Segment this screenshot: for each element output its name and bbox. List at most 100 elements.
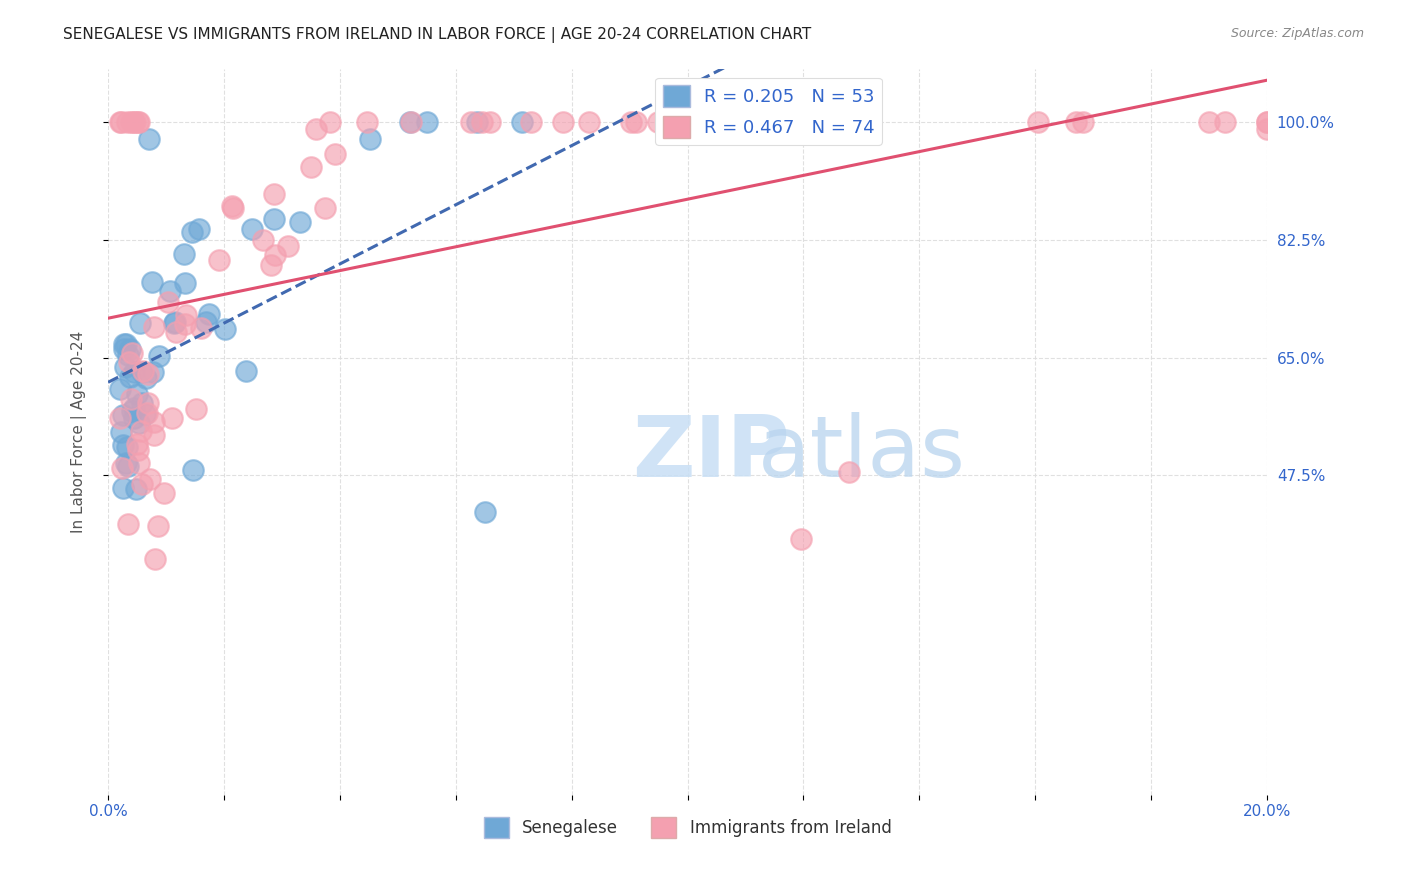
Point (838, 465, 860, 479)
Point (131, 396, 153, 410)
Point (117, 458, 139, 473)
Point (792, 115, 814, 129)
Point (184, 402, 207, 417)
Point (252, 234, 274, 248)
Point (121, 404, 143, 418)
Point (131, 365, 153, 379)
Point (551, 115, 574, 129)
Text: SENEGALESE VS IMMIGRANTS FROM IRELAND IN LABOR FORCE | AGE 20-24 CORRELATION CHA: SENEGALESE VS IMMIGRANTS FROM IRELAND IN… (63, 27, 811, 43)
Point (264, 248, 287, 262)
Point (129, 424, 152, 438)
Point (139, 472, 162, 486)
Point (318, 115, 340, 129)
Point (208, 253, 231, 268)
Point (221, 199, 243, 213)
Point (163, 316, 186, 330)
Point (399, 115, 422, 129)
Point (765, 115, 787, 129)
Point (131, 364, 153, 378)
Point (148, 349, 170, 363)
Point (465, 115, 488, 129)
Text: ZIP: ZIP (631, 412, 790, 495)
Point (138, 132, 160, 146)
Point (112, 481, 135, 495)
Point (110, 115, 132, 129)
Point (198, 307, 221, 321)
Point (359, 132, 381, 146)
Point (143, 552, 166, 566)
Point (136, 367, 159, 381)
Point (235, 364, 257, 378)
Point (128, 317, 150, 331)
Point (122, 401, 145, 416)
Point (1256, 122, 1278, 136)
Point (112, 336, 135, 351)
Point (112, 437, 135, 451)
Point (620, 115, 643, 129)
Y-axis label: In Labor Force | Age 20-24: In Labor Force | Age 20-24 (72, 331, 87, 533)
Point (174, 276, 197, 290)
Point (290, 215, 312, 229)
Point (260, 258, 283, 272)
Point (125, 436, 148, 450)
Point (655, 115, 678, 129)
Point (110, 115, 132, 129)
Point (122, 365, 145, 379)
Point (108, 410, 131, 425)
Point (121, 346, 143, 360)
Point (1071, 115, 1094, 129)
Text: Source: ZipAtlas.com: Source: ZipAtlas.com (1230, 27, 1364, 40)
Point (125, 482, 148, 496)
Point (174, 317, 197, 331)
Point (479, 115, 502, 129)
Point (128, 456, 150, 470)
Point (647, 115, 669, 129)
Point (510, 115, 533, 129)
Point (142, 416, 165, 430)
Point (624, 115, 647, 129)
Point (114, 359, 136, 374)
Point (214, 321, 236, 335)
Point (115, 115, 138, 129)
Point (305, 122, 328, 136)
Point (299, 160, 322, 174)
Point (1256, 115, 1278, 129)
Point (520, 115, 543, 129)
Point (108, 382, 131, 396)
Point (174, 308, 197, 322)
Point (120, 342, 142, 356)
Point (111, 408, 134, 422)
Point (181, 225, 204, 239)
Point (156, 295, 179, 310)
Point (117, 348, 139, 362)
Point (277, 239, 299, 253)
Point (111, 460, 134, 475)
Point (166, 325, 188, 339)
Point (188, 222, 211, 236)
Point (163, 315, 186, 329)
Point (124, 115, 146, 129)
Point (1256, 115, 1278, 129)
Point (112, 343, 135, 357)
Point (110, 425, 132, 440)
Point (128, 417, 150, 431)
Point (146, 519, 169, 533)
Point (127, 443, 149, 458)
Point (117, 517, 139, 532)
Point (181, 463, 204, 477)
Point (460, 115, 482, 129)
Point (356, 115, 378, 129)
Point (115, 456, 138, 470)
Point (1064, 115, 1087, 129)
Point (844, 115, 866, 129)
Point (1198, 115, 1220, 129)
Point (416, 115, 439, 129)
Point (173, 247, 195, 261)
Point (578, 115, 600, 129)
Point (135, 371, 157, 385)
Text: atlas: atlas (758, 412, 966, 495)
Point (159, 284, 181, 298)
Point (135, 406, 157, 420)
Point (242, 222, 264, 236)
Point (789, 532, 811, 546)
